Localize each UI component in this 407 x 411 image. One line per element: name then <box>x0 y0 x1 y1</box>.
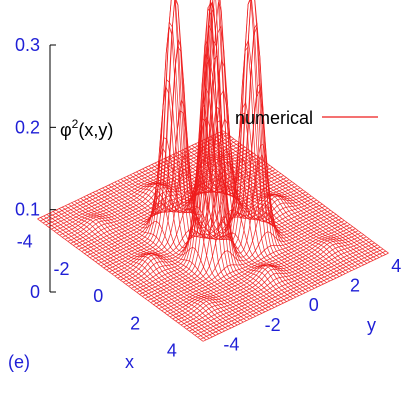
mesh-line-y-113 <box>191 244 378 334</box>
mesh-line-x-110 <box>52 211 219 335</box>
x-ticks: -4 -2 0 2 4 <box>17 232 177 361</box>
x-tick-label: 4 <box>167 341 177 361</box>
mesh-line-y-73 <box>136 0 323 293</box>
y-tick-label: -4 <box>223 334 239 354</box>
mesh-line-x-106 <box>58 208 225 332</box>
y-tick-label: 0 <box>309 295 319 315</box>
mesh-line-y-107 <box>183 238 370 328</box>
z-tick-label: 0.1 <box>15 200 40 220</box>
z-tick-label: 0.3 <box>15 35 40 55</box>
mesh-line-y-119 <box>200 250 386 340</box>
x-tick-label: 0 <box>93 286 103 306</box>
mesh-line-x-109 <box>55 209 222 333</box>
mesh-line-y-103 <box>178 234 364 324</box>
y-ticks: -4 -2 0 2 4 <box>223 256 401 354</box>
x-axis-label: x <box>125 352 134 372</box>
mesh-line-y-111 <box>189 242 375 332</box>
mesh-line-y-105 <box>180 236 367 326</box>
surface-mesh <box>37 0 389 342</box>
x-tick-label: -2 <box>53 259 69 279</box>
y-tick-label: 2 <box>350 276 360 296</box>
panel-label: (e) <box>8 352 30 372</box>
mesh-line-y-101 <box>175 232 362 322</box>
mesh-line-x-102 <box>65 205 232 329</box>
z-axis-label: φ2(x,y) <box>60 117 113 140</box>
y-axis-label: y <box>367 315 376 335</box>
mesh-line-y-121 <box>202 252 389 342</box>
mesh-line-x-112 <box>49 212 216 336</box>
legend-label: numerical <box>235 108 313 128</box>
y-tick-label: 4 <box>391 256 401 276</box>
mesh-line-y-116 <box>197 248 384 338</box>
mesh-line-y-108 <box>186 240 373 330</box>
mesh-line-y-115 <box>194 246 381 336</box>
y-tick-label: -2 <box>265 315 281 335</box>
legend: numerical <box>235 108 378 128</box>
x-tick-label: -4 <box>17 232 33 252</box>
mesh-line-x-117 <box>43 215 210 339</box>
z-ticks: 0 0.1 0.2 0.3 <box>15 35 56 302</box>
mesh-line-x-118 <box>40 217 207 341</box>
mesh-line-x-104 <box>61 206 229 330</box>
z-tick-label: 0.2 <box>15 117 40 137</box>
mesh-line-x-120 <box>37 218 204 342</box>
x-tick-label: 2 <box>130 313 140 333</box>
mesh-line-x-114 <box>46 214 213 338</box>
z-tick-label: 0 <box>30 282 40 302</box>
